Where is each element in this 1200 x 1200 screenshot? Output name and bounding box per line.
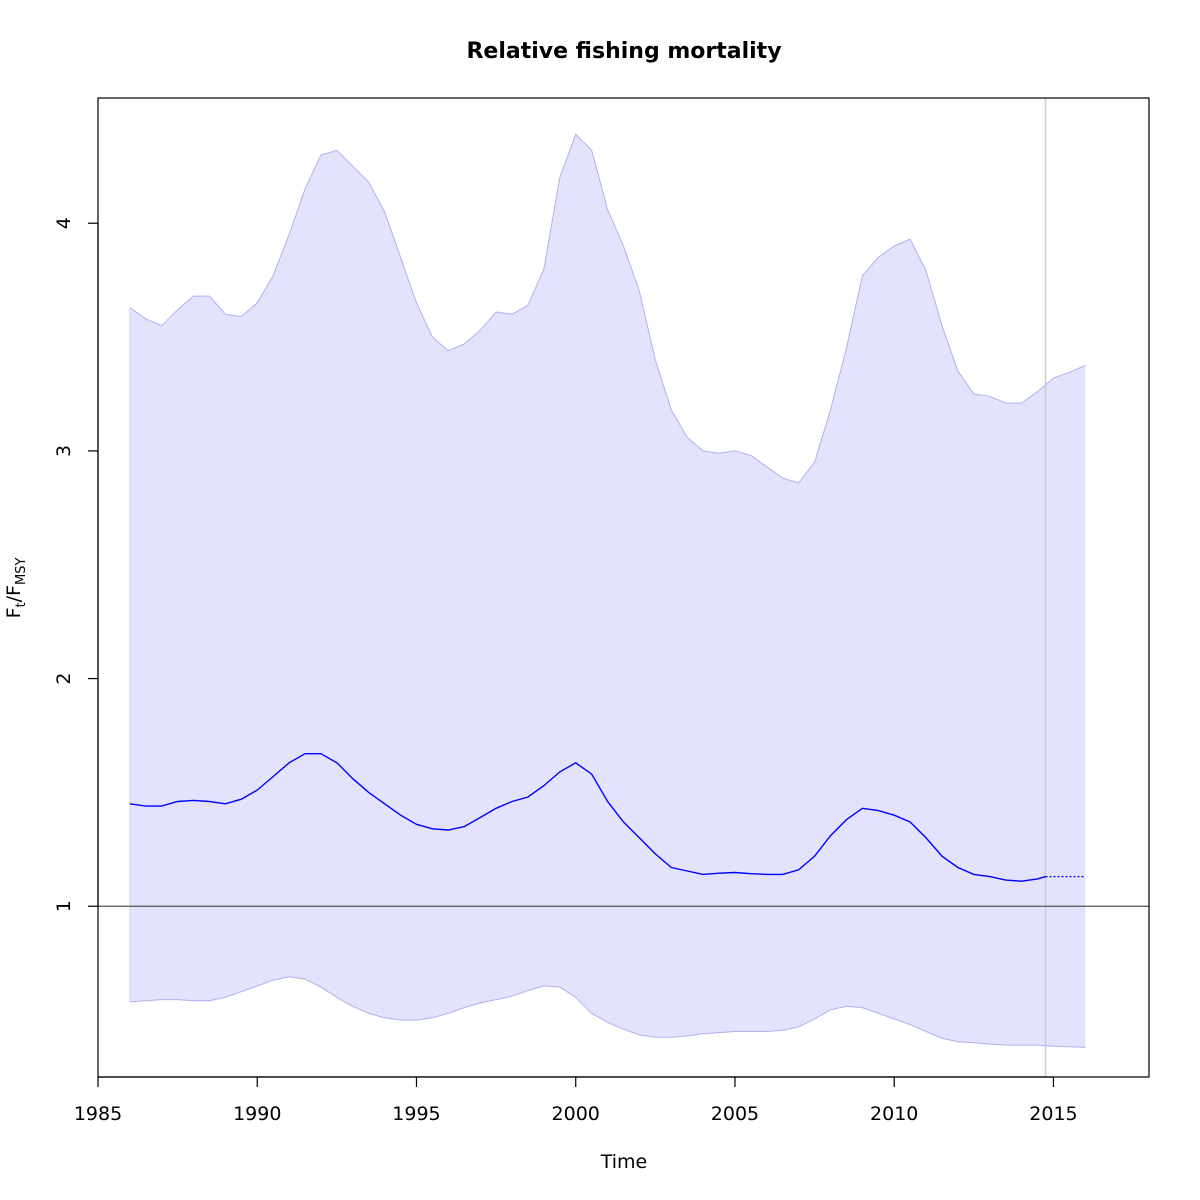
- y-axis-label: Ft/FMSY: [3, 558, 29, 619]
- chart-title: Relative fishing mortality: [466, 39, 781, 64]
- x-tick-label: 2005: [711, 1103, 759, 1125]
- x-tick-label: 2000: [552, 1103, 600, 1125]
- upper-ci-line: [129, 133, 1086, 484]
- y-axis: 1 2 3 4: [53, 217, 99, 912]
- y-tick-label: 2: [53, 673, 75, 685]
- y-tick-label: 4: [53, 217, 75, 229]
- x-tick-label: 2010: [870, 1103, 918, 1125]
- x-tick-label: 2015: [1029, 1103, 1077, 1125]
- y-tick-label: 1: [53, 900, 75, 912]
- x-tick-label: 1985: [74, 1103, 122, 1125]
- lower-ci-line: [129, 976, 1086, 1048]
- y-label-sub-t: t: [14, 602, 29, 607]
- y-label-f: F: [3, 607, 25, 618]
- y-label-sub-msy: MSY: [14, 558, 29, 585]
- x-tick-label: 1995: [392, 1103, 440, 1125]
- estimate-line: [129, 753, 1046, 882]
- x-axis: 1985 1990 1995 2000 2005 2010 2015: [74, 1076, 1078, 1125]
- plot-area: [98, 98, 1149, 1077]
- y-label-slash-f: /F: [3, 585, 25, 602]
- x-tick-label: 1990: [233, 1103, 281, 1125]
- x-axis-label: Time: [600, 1151, 648, 1173]
- confidence-band: [129, 134, 1086, 1048]
- y-tick-label: 3: [53, 445, 75, 457]
